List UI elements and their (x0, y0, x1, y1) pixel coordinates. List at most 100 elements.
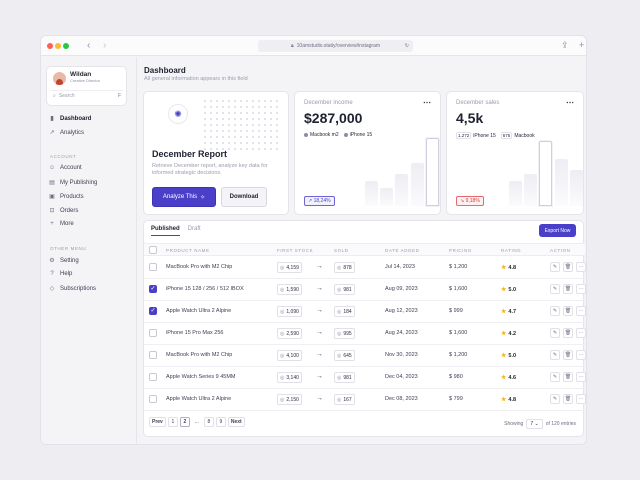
page-button[interactable]: 1 (167, 417, 178, 427)
table-row[interactable]: Apple Watch Ultra 2 Alpine ◎ 2,150 → ◎ 167 Dec… (144, 389, 586, 411)
share-icon[interactable]: ⇪ (561, 40, 569, 50)
sidebar-item-analytics[interactable]: ↗ Analytics (48, 129, 84, 137)
more-icon[interactable]: ⋯ (576, 394, 586, 404)
trash-icon[interactable]: 🗑︎ (563, 350, 573, 360)
first-stock-value: 3,140 (286, 374, 299, 381)
more-icon[interactable]: ⋯ (576, 306, 586, 316)
export-button[interactable]: Export Now (539, 224, 576, 237)
page-button[interactable]: 9 (215, 417, 226, 427)
chart-bar (380, 188, 394, 206)
date-added: Aug 12, 2023 (385, 308, 418, 314)
sales-legend: 1.272 iPhone 15 675 Macbook (456, 132, 535, 139)
more-options-icon[interactable]: ⋯ (423, 98, 431, 107)
sidebar-item-setting[interactable]: ⚙ Setting (48, 257, 78, 265)
trash-icon[interactable]: 🗑︎ (563, 372, 573, 382)
back-arrow-icon[interactable]: ‹ (87, 40, 91, 51)
edit-icon[interactable]: ✎ (550, 394, 560, 404)
select-all-checkbox[interactable] (149, 246, 157, 254)
legend-label: iPhone 15 (349, 132, 373, 138)
table-row[interactable]: Apple Watch Series 9 45MM ◎ 3,140 → ◎ 981 Dec … (144, 367, 586, 389)
date-added: Nov 30, 2023 (385, 352, 418, 358)
help-icon: ? (50, 271, 54, 277)
trash-icon[interactable]: 🗑︎ (563, 284, 573, 294)
more-icon[interactable]: ⋯ (576, 350, 586, 360)
new-tab-icon[interactable]: + (579, 40, 585, 50)
analyze-button[interactable]: Analyze This ✧ (152, 187, 216, 207)
publishing-icon: ▤ (49, 180, 55, 186)
more-icon[interactable]: ⋯ (576, 262, 586, 272)
prev-page-button[interactable]: Prev (149, 417, 166, 427)
maximize-window-button[interactable] (63, 43, 69, 49)
income-trend-badge: ↗ 18,24% (304, 196, 335, 206)
sidebar-item-label: Orders (60, 207, 79, 214)
legend-label: Macbook (514, 132, 535, 139)
chart-bar (410, 162, 424, 206)
table-row[interactable]: iPhone 15 Pro Max 256 ◎ 2,590 → ◎ 995 Aug 24, … (144, 323, 586, 345)
box-icon: ▣ (49, 194, 55, 200)
table-row[interactable]: ✓ Apple Watch Ultra 2 Alpine ◎ 1,090 → ◎ 184 Au… (144, 301, 586, 323)
date-added: Aug 24, 2023 (385, 330, 418, 336)
row-checkbox[interactable] (149, 351, 157, 359)
page-button-active[interactable]: 2 (179, 417, 190, 427)
edit-icon[interactable]: ✎ (550, 328, 560, 338)
more-options-icon[interactable]: ⋯ (566, 98, 574, 107)
sidebar-item-orders[interactable]: ⊡ Orders (48, 207, 79, 215)
download-button-label: Download (229, 194, 259, 200)
tab-draft[interactable]: Draft (187, 226, 201, 232)
pricing: $ 980 (449, 374, 463, 380)
more-icon[interactable]: ⋯ (576, 328, 586, 338)
edit-icon[interactable]: ✎ (550, 284, 560, 294)
star-icon: ★ (501, 287, 507, 293)
edit-icon[interactable]: ✎ (550, 262, 560, 272)
sidebar-item-subscriptions[interactable]: ◇ Subscriptions (48, 285, 96, 293)
row-checkbox[interactable] (149, 263, 157, 271)
table-row[interactable]: MacBook Pro with M2 Chip ◎ 4,100 → ◎ 645 Nov 3… (144, 345, 586, 367)
search-input[interactable]: ⌕ Search F (51, 90, 123, 101)
page-button[interactable]: 8 (203, 417, 214, 427)
sidebar-item-dashboard[interactable]: ▮ Dashboard (48, 115, 91, 123)
row-checkbox[interactable] (149, 329, 157, 337)
table-row[interactable]: MacBook Pro with M2 Chip ◎ 4,159 → ◎ 878 Jul 1… (144, 257, 586, 279)
row-checkbox[interactable] (149, 395, 157, 403)
edit-icon[interactable]: ✎ (550, 372, 560, 382)
minimize-window-button[interactable] (55, 43, 61, 49)
bar-chart-icon: ▮ (50, 116, 54, 122)
url-bar[interactable]: 🔒︎ 10amstudio.statiy/overview/instagram … (258, 40, 413, 52)
sidebar-item-help[interactable]: ? Help (48, 271, 72, 277)
first-stock-value: 4,100 (286, 352, 299, 359)
row-checkbox[interactable] (149, 373, 157, 381)
row-checkbox[interactable]: ✓ (149, 307, 157, 315)
download-button[interactable]: Download (221, 187, 267, 207)
reload-icon[interactable]: ↻ (404, 43, 409, 49)
more-icon[interactable]: ⋯ (576, 372, 586, 382)
trash-icon[interactable]: 🗑︎ (563, 306, 573, 316)
sales-value: 4,5k (456, 110, 484, 126)
row-checkbox[interactable]: ✓ (149, 285, 157, 293)
close-window-button[interactable] (47, 43, 53, 49)
sidebar-item-my-publishing[interactable]: ▤ My Publishing (48, 179, 97, 187)
sidebar-item-account[interactable]: ☺ Account (48, 165, 82, 171)
pricing: $ 799 (449, 396, 463, 402)
tab-published[interactable]: Published (151, 226, 180, 236)
trash-icon[interactable]: 🗑︎ (563, 394, 573, 404)
star-icon: ★ (501, 397, 507, 403)
rating-value: 4.8 (508, 265, 517, 271)
sidebar-item-more[interactable]: + More (48, 221, 73, 227)
trash-icon[interactable]: 🗑︎ (563, 328, 573, 338)
next-page-button[interactable]: Next (227, 417, 245, 427)
edit-icon[interactable]: ✎ (550, 306, 560, 316)
octopus-logo-icon: ✺ (168, 104, 188, 124)
sidebar-item-products[interactable]: ▣ Products (48, 193, 84, 201)
report-description: Retrieve December report, analyze key da… (152, 163, 268, 176)
edit-icon[interactable]: ✎ (550, 350, 560, 360)
magic-wand-icon: ✧ (200, 194, 206, 201)
trend-down-icon: ↘ (460, 198, 466, 204)
first-stock-value: 2,150 (286, 396, 299, 403)
entries-per-page-select[interactable]: 7 ⌄ (526, 419, 543, 429)
trash-icon[interactable]: 🗑︎ (563, 262, 573, 272)
table-row[interactable]: ✓ iPhone 15 128 / 256 / 512 IBOX ◎ 1,590 → ◎ 9… (144, 279, 586, 301)
sold-icon: ◎ (337, 330, 342, 337)
more-icon[interactable]: ⋯ (576, 284, 586, 294)
forward-arrow-icon[interactable]: › (103, 40, 107, 51)
profile-card[interactable]: Wildan Creative Director ⌕ Search F (46, 66, 127, 106)
